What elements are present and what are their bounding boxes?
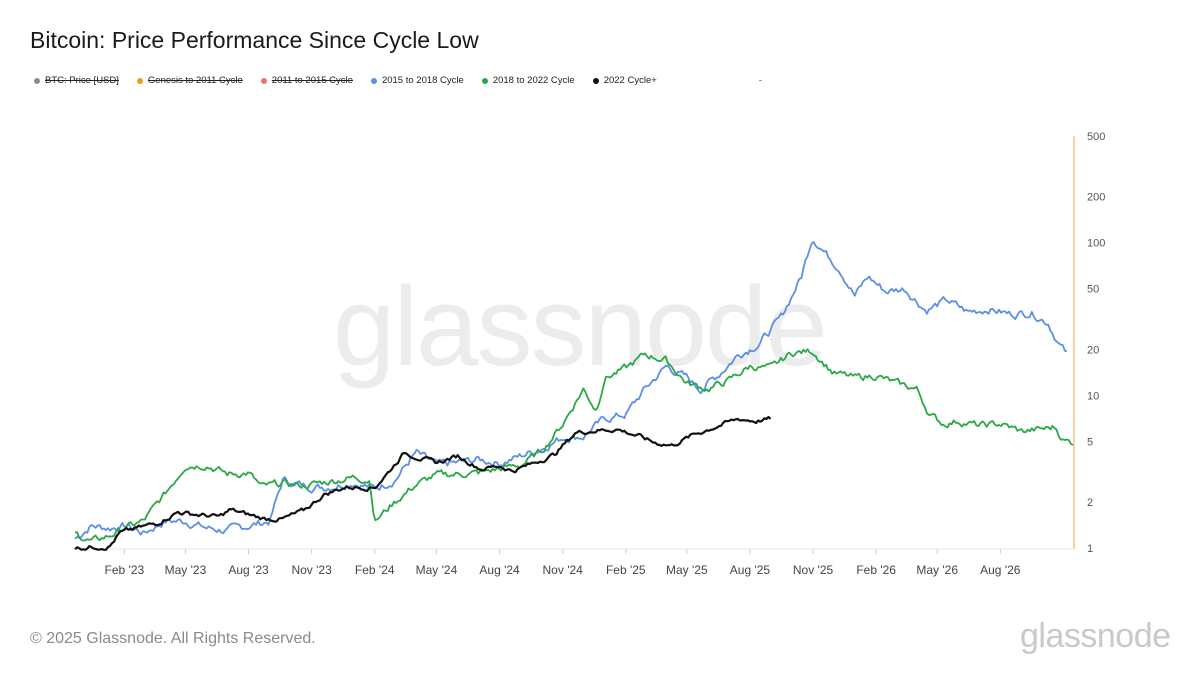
series-line-2018-to-2022-cycle[interactable]	[74, 348, 1074, 542]
x-tick-label: Nov '24	[543, 563, 584, 577]
x-tick-label: May '24	[416, 563, 458, 577]
legend-dot-icon	[592, 77, 599, 84]
x-tick-label: May '26	[916, 563, 958, 577]
legend-label: 2018 to 2022 Cycle	[492, 75, 575, 86]
copyright-text: © 2025 Glassnode. All Rights Reserved.	[30, 630, 316, 647]
y-tick-label: 200	[1087, 192, 1105, 204]
x-tick-label: Feb '25	[606, 563, 646, 577]
series-line-2022-cycle-[interactable]	[74, 415, 772, 551]
legend-item-2018-2022[interactable]: 2018 to 2022 Cycle	[481, 75, 575, 86]
legend-label: Genesis to 2011 Cycle	[147, 75, 243, 86]
legend-label: 2011 to 2015 Cycle	[271, 75, 353, 86]
x-tick-label: Nov '23	[291, 563, 332, 577]
legend-label: 2022 Cycle+	[603, 75, 657, 86]
x-tick-label: Aug '25	[730, 563, 771, 577]
legend-label: BTC: Price [USD]	[45, 75, 119, 86]
x-tick-label: Feb '26	[856, 563, 896, 577]
legend-dot-icon	[136, 77, 143, 84]
legend: BTC: Price [USD] Genesis to 2011 Cycle 2…	[34, 75, 762, 86]
legend-dot-icon	[481, 77, 488, 84]
chart-series	[74, 241, 1074, 551]
legend-item-2022-cycle[interactable]: 2022 Cycle+	[592, 75, 657, 86]
x-tick-label: Aug '24	[479, 563, 520, 577]
x-tick-label: Nov '25	[793, 563, 834, 577]
x-tick-label: May '25	[666, 563, 708, 577]
y-tick-label: 20	[1087, 344, 1099, 356]
chart-axes: 1 2 5 10 20 50 100 200 500 Feb '23 May '23 Aug '23 N…	[75, 131, 1105, 577]
legend-item-2011-2015[interactable]: 2011 to 2015 Cycle	[260, 75, 353, 86]
legend-item-2015-2018[interactable]: 2015 to 2018 Cycle	[370, 75, 464, 86]
y-tick-label: 2	[1087, 497, 1093, 509]
x-tick-label: Feb '24	[355, 563, 395, 577]
x-tick-label: May '23	[165, 563, 207, 577]
legend-item-genesis-2011[interactable]: Genesis to 2011 Cycle	[136, 75, 243, 86]
legend-dot-icon	[370, 77, 377, 84]
legend-item-btc-price[interactable]: BTC: Price [USD]	[34, 75, 119, 86]
y-tick-label: 1	[1087, 543, 1093, 555]
legend-label: 2015 to 2018 Cycle	[381, 75, 464, 86]
chart-title: Bitcoin: Price Performance Since Cycle L…	[30, 27, 479, 53]
x-tick-label: Aug '26	[980, 563, 1021, 577]
legend-dot-icon	[260, 77, 267, 84]
y-tick-label: 500	[1087, 131, 1105, 143]
y-tick-label: 50	[1087, 284, 1099, 296]
y-tick-label: 10	[1087, 390, 1099, 402]
x-tick-label: Aug '23	[228, 563, 269, 577]
y-tick-label: 5	[1087, 436, 1093, 448]
legend-more[interactable]: -	[758, 75, 762, 86]
x-tick-label: Feb '23	[105, 563, 145, 577]
legend-dot-icon	[34, 77, 40, 84]
glassnode-logo: glassnode	[1020, 617, 1171, 655]
y-tick-label: 100	[1087, 238, 1105, 250]
